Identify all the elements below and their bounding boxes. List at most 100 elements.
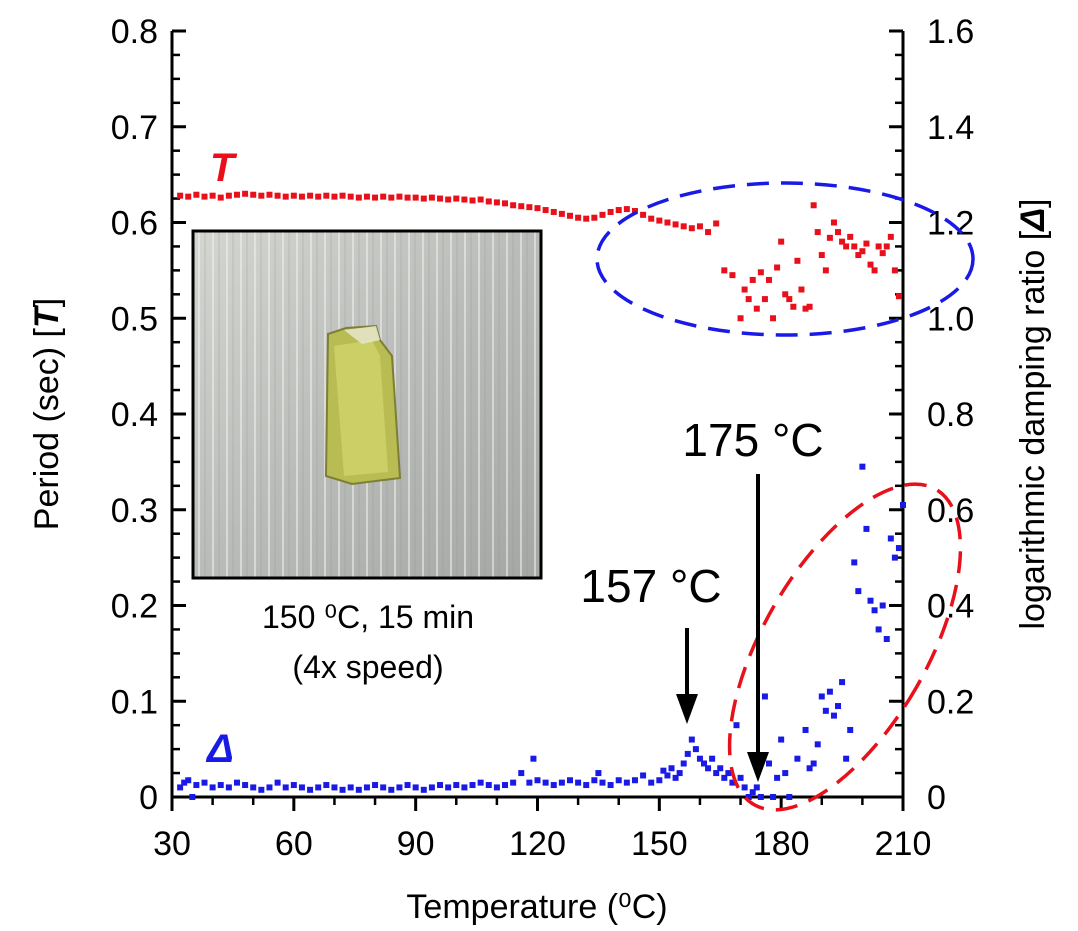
series-t-point [871,267,878,274]
series-delta-point [676,770,683,777]
series-t-point [355,194,362,201]
series-t-point [526,204,533,211]
series-delta-point [822,707,829,714]
series-delta-point [404,782,411,789]
series-t-point [266,191,273,198]
y-left-tick-label: 0.1 [111,683,158,721]
series-delta-point [802,726,809,733]
series-delta-point [745,794,752,800]
series-t-point [591,214,598,221]
series-t-point [469,197,476,204]
y-axis-right-title: logarithmic damping ratio [Δ] [1014,198,1052,629]
series-t-point [883,243,890,250]
series-delta-point [558,779,565,786]
sample-crystal-image [324,324,402,486]
series-t-point [274,192,281,199]
series-t-point [347,193,354,200]
series-t-point [185,193,192,200]
series-delta-point [737,774,744,781]
series-delta-point [388,786,395,793]
series-delta-label: Δ [205,727,234,771]
series-delta-point [761,693,768,700]
series-t-point [822,267,829,274]
series-delta-point [900,501,906,508]
series-delta-point [372,782,379,789]
x-tick-label: 120 [509,825,566,863]
series-delta-point [648,779,655,786]
series-t-point [782,291,789,298]
series-t-point [688,225,695,232]
series-t-point [233,191,240,198]
series-t-point [640,211,647,218]
series-delta-point [668,765,675,772]
series-delta-point [530,755,537,762]
x-tick-label: 30 [153,825,191,863]
x-axis-title: Temperature (⁰C) [406,888,667,926]
series-delta-point [778,736,785,743]
series-delta-point [871,607,878,614]
series-delta-point [688,736,695,743]
series-delta-point [692,746,699,753]
x-tick-label: 150 [631,825,688,863]
series-delta-point [274,779,281,786]
series-t-point [696,223,703,230]
series-delta-point [818,693,825,700]
y-left-tick-label: 0.8 [111,13,158,51]
inset-caption-line2: (4x speed) [292,649,443,685]
series-delta-point [233,779,240,786]
y-axis-left-title: Period (sec) [T] [28,298,66,530]
series-t-point [209,192,216,199]
series-delta-point [258,786,265,793]
series-t-point [851,243,858,250]
y-left-tick-label: 0.2 [111,588,158,626]
series-delta-point [242,782,249,789]
series-delta-point [725,770,732,777]
series-t-point [859,248,866,255]
series-t-point [250,191,257,198]
series-delta-point [518,770,525,777]
series-t-point [814,229,821,236]
series-delta-point [185,777,192,784]
series-t-point [631,208,638,215]
series-delta-point [595,770,602,777]
series-t-point [680,223,687,230]
series-delta-points [177,463,906,800]
series-t-point [566,212,573,219]
series-delta-point [323,782,330,789]
series-delta-point [729,779,736,786]
series-t-point [453,195,460,202]
series-delta-point [713,770,720,777]
series-delta-point [461,784,468,791]
series-delta-point [189,794,196,800]
series-delta-point [765,760,772,767]
series-t-point [428,194,435,201]
series-delta-point [412,784,419,791]
series-t-point [331,193,338,200]
series-delta-point [290,782,297,789]
series-delta-point [599,779,606,786]
series-t-point [242,190,249,197]
series-t-point [420,195,427,202]
series-t-point [298,193,305,200]
series-t-point [282,193,289,200]
y-right-tick-label: 1.6 [927,13,974,51]
series-t-point [664,219,671,226]
series-t-point [875,243,882,250]
x-tick-label: 60 [275,825,313,863]
series-t-point [818,252,825,259]
series-t-point [895,293,902,300]
series-t-point [599,211,606,218]
series-t-point [550,208,557,215]
series-t-point [745,296,752,303]
series-delta-point [445,784,452,791]
series-t-point [741,286,748,293]
series-delta-point [250,784,257,791]
series-delta-point [749,789,756,796]
inset-caption-line1: 150 ⁰C, 15 min [262,599,474,635]
series-t-point [810,202,817,209]
y-right-tick-label: 0.2 [927,683,974,721]
series-delta-point [717,765,724,772]
series-t-point [493,199,500,206]
blue-dashed-ellipse [595,181,975,337]
series-delta-point [883,636,890,643]
